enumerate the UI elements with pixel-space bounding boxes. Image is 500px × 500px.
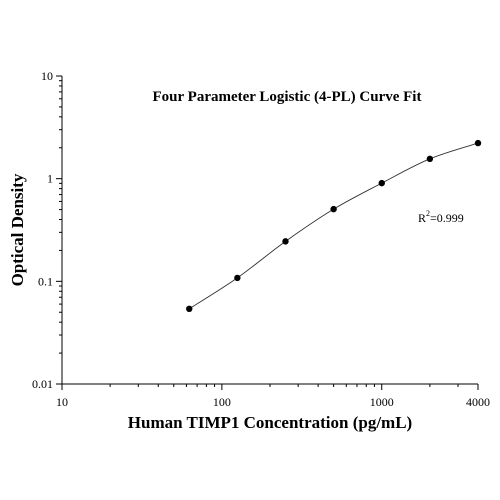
y-tick-label: 10 <box>41 69 53 83</box>
data-point <box>378 179 385 187</box>
tick-labels: 0.01 0.1 1 10 10 100 1000 4000 <box>32 69 490 409</box>
fit-curve-layer <box>188 142 479 310</box>
x-tick-label: 1000 <box>370 395 394 409</box>
data-point <box>330 205 337 213</box>
x-tick-label: 4000 <box>466 395 490 409</box>
chart-title: Four Parameter Logistic (4-PL) Curve Fit <box>153 89 422 105</box>
data-point <box>234 274 241 282</box>
x-tick-label: 10 <box>56 395 68 409</box>
r-squared-base: R <box>418 211 426 225</box>
plot-area <box>61 76 478 385</box>
r-squared-value: =0.999 <box>430 211 464 225</box>
x-tick-label: 100 <box>213 395 231 409</box>
fit-curve <box>188 142 479 310</box>
r-squared-superscript: 2 <box>426 209 430 218</box>
data-point <box>186 305 193 313</box>
y-tick-label: 0.01 <box>32 377 53 391</box>
y-axis-title: Optical Density <box>8 173 27 286</box>
y-tick-label: 1 <box>47 172 53 186</box>
data-point <box>474 139 482 147</box>
data-point <box>426 155 434 163</box>
y-tick-label: 0.1 <box>38 274 53 288</box>
data-points <box>186 139 482 313</box>
r-squared-annotation: R2=0.999 <box>418 209 464 225</box>
data-point <box>282 238 289 245</box>
axis-ticks <box>56 75 479 390</box>
x-axis-title: Human TIMP1 Concentration (pg/mL) <box>128 413 412 432</box>
